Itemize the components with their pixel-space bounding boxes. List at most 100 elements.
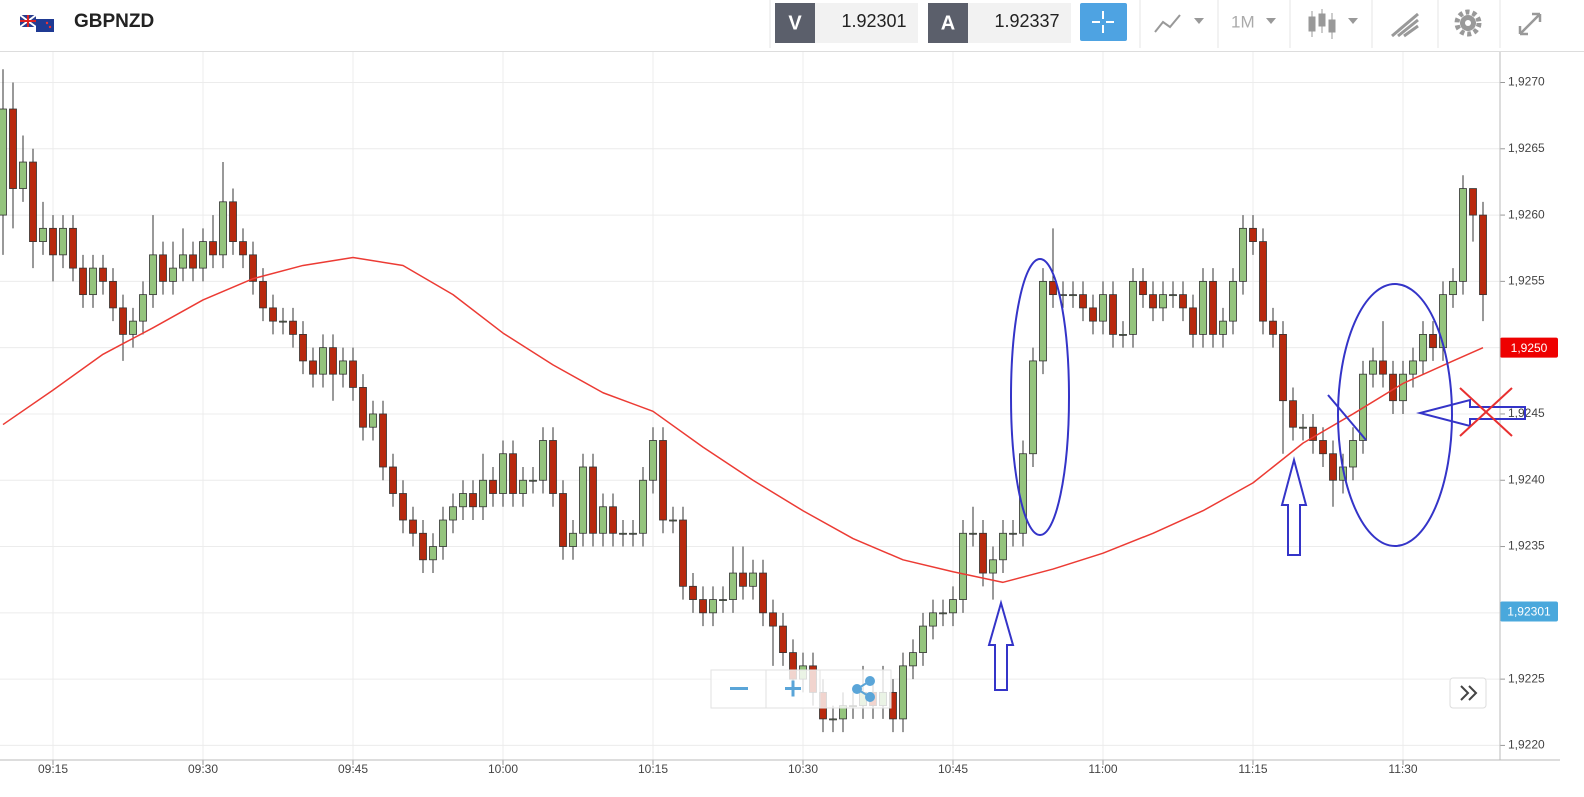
price-tag-label: 1,9250 (1511, 341, 1548, 355)
candle-body (209, 241, 217, 256)
price-tag (1500, 337, 1558, 358)
candle-body (999, 532, 1007, 561)
candle-body (1449, 280, 1457, 296)
line-drawing (1327, 394, 1367, 441)
x-tick-label: 10:00 (488, 762, 518, 776)
candle-body (739, 572, 747, 587)
zoom-out[interactable] (730, 687, 748, 690)
bid-badge (775, 3, 815, 43)
candle-body (699, 599, 707, 614)
candle-body (1249, 227, 1257, 242)
candle-body (719, 599, 727, 601)
candle-body (1159, 294, 1167, 309)
candle-body (1049, 280, 1057, 296)
candle-body (0, 108, 7, 216)
settings-icon[interactable] (1454, 9, 1482, 37)
candle-body (919, 625, 927, 654)
candle-body (59, 227, 67, 256)
share[interactable] (852, 676, 875, 702)
candle-body (579, 466, 587, 534)
flag-cross (20, 15, 36, 27)
candle-body (829, 718, 837, 721)
candle-body (749, 572, 757, 587)
candle-body (199, 241, 207, 269)
candle-body (989, 559, 997, 574)
candle-body (1329, 453, 1337, 481)
candle-body (1089, 307, 1097, 322)
y-tick-label: 1,9225 (1508, 671, 1545, 685)
candle-body (929, 612, 937, 627)
candle-body (1099, 294, 1107, 322)
candle-body (909, 652, 917, 667)
candle-body (229, 201, 237, 242)
moving-average (2, 256, 1484, 584)
axis: 1,92201,92251,92301,92351,92401,92451,92… (38, 75, 1558, 776)
candle-body (1179, 294, 1187, 309)
candle-body (499, 453, 507, 494)
candle-body (399, 493, 407, 521)
candle-body (1199, 280, 1207, 335)
candle-body (1469, 188, 1477, 216)
arrow-up (987, 599, 1015, 691)
candle-body (759, 572, 767, 614)
candle-body (19, 161, 27, 189)
candle-body (299, 334, 307, 362)
candle-body (419, 532, 427, 561)
flag-star (48, 25, 52, 29)
annotations (987, 258, 1526, 691)
candle-body (389, 466, 397, 494)
candle-body (569, 532, 577, 547)
candle-body (1219, 320, 1227, 335)
candle-body (349, 360, 357, 388)
candle-body (359, 387, 367, 428)
candle-body (639, 479, 647, 534)
candle-body (769, 612, 777, 627)
candle-body (529, 479, 537, 482)
candle-body (169, 267, 177, 282)
symbol: GBPNZD (74, 11, 154, 32)
bid-label: V (788, 12, 802, 34)
candle-body (629, 532, 637, 535)
candle-body (689, 585, 697, 600)
draw-icon[interactable] (1391, 12, 1419, 38)
cross-line (1459, 387, 1513, 437)
candle-body (1189, 307, 1197, 335)
y-tick-label: 1,9255 (1508, 274, 1545, 288)
x-tick-label: 11:00 (1088, 762, 1117, 776)
crosshair-button[interactable] (1080, 3, 1127, 41)
candle-body (1119, 334, 1127, 336)
candle-body (159, 254, 167, 282)
candle-body (449, 506, 457, 521)
crosshair-icon (1092, 11, 1114, 33)
candle-body (1399, 373, 1407, 402)
candle-body (539, 440, 547, 481)
zoom-in[interactable] (785, 680, 801, 697)
bid-box[interactable] (815, 3, 918, 43)
chart-type-icon[interactable] (1154, 14, 1181, 33)
scroll-right-button[interactable] (1449, 677, 1487, 709)
bid-price: 1.92301 (841, 11, 906, 31)
flag-nz (36, 19, 54, 32)
candle-body (1429, 334, 1437, 349)
candle-body (309, 360, 317, 375)
icon-part (1318, 13, 1326, 27)
y-tick-label: 1,9240 (1508, 472, 1545, 486)
candle-icon[interactable] (1308, 9, 1336, 39)
candle-body (1409, 360, 1417, 375)
ask-box[interactable] (968, 3, 1071, 43)
expand-icon[interactable] (1518, 12, 1542, 36)
candle-body (1129, 280, 1137, 335)
toolbar: GBPNZD V 1.92301 A 1.92337 1M (0, 0, 1584, 52)
timeframe[interactable]: 1M (1231, 12, 1255, 31)
candle-body (219, 201, 227, 256)
x-tick-label: 09:30 (188, 762, 218, 776)
plot (0, 69, 1487, 733)
candle-body (1419, 334, 1427, 362)
candle-body (1009, 532, 1017, 535)
candle-body (49, 227, 57, 256)
candle-body (479, 479, 487, 508)
candle-body (69, 227, 77, 269)
icon-part (1328, 19, 1336, 33)
candle-body (1479, 214, 1487, 296)
price-tag (1500, 601, 1558, 622)
